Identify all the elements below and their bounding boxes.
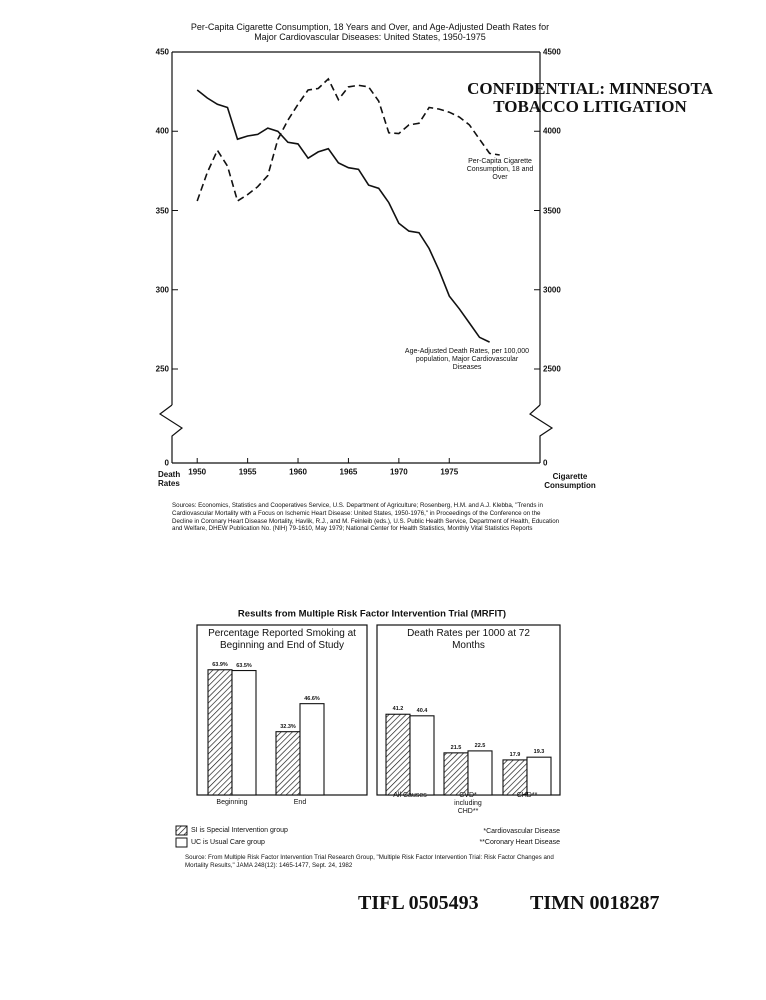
footnote: *Cardiovascular Disease <box>483 827 560 835</box>
x-tick-label: 1975 <box>440 467 459 477</box>
bar <box>526 756 552 796</box>
bar <box>231 669 257 796</box>
series-line <box>196 89 490 343</box>
y2-axis-label: Cigarette Consumption <box>544 472 596 491</box>
value-label: 32.3% <box>280 723 296 730</box>
y2-tick-label: 0 <box>543 458 548 468</box>
value-label: 17.9 <box>509 751 521 758</box>
chart-title: Results from Multiple Risk Factor Interv… <box>237 608 507 620</box>
value-label: 19.3 <box>533 749 545 756</box>
value-label: 22.5 <box>474 742 486 749</box>
y-tick-label: 0 <box>164 458 169 468</box>
source-note: Source: From Multiple Risk Factor Interv… <box>185 854 554 869</box>
value-label: 41.2 <box>392 706 404 713</box>
bar <box>409 715 435 796</box>
bar <box>443 752 469 796</box>
value-label: 46.6% <box>304 695 320 702</box>
x-tick-label: Beginning <box>216 799 248 806</box>
x-tick-label: End <box>293 799 307 806</box>
x-tick-label: 1965 <box>339 467 358 477</box>
sources-note: Sources: Economics, Statistics and Coope… <box>172 502 560 533</box>
y-tick-label: 350 <box>155 205 169 215</box>
legend-swatch <box>175 837 188 848</box>
value-label: 63.5% <box>236 662 252 669</box>
x-tick-label: 1960 <box>289 467 307 477</box>
value-label: 40.4 <box>416 707 428 714</box>
series-line <box>196 77 500 203</box>
bates-number: TIFL 0505493 <box>358 892 479 914</box>
axis-frame <box>158 51 554 464</box>
footnote: **Coronary Heart Disease <box>479 838 560 846</box>
y-tick-label: 450 <box>155 47 169 57</box>
bar <box>385 713 411 796</box>
x-tick-label: 1955 <box>238 467 257 477</box>
x-tick-label: CHD** <box>516 792 538 799</box>
y2-tick-label: 2500 <box>543 364 561 374</box>
bar <box>502 759 528 796</box>
x-tick-label: 1950 <box>188 467 207 477</box>
bar <box>467 750 493 796</box>
y-tick-label: 400 <box>155 126 169 136</box>
y2-tick-label: 4500 <box>543 47 561 57</box>
bar <box>207 669 233 796</box>
legend-label: UC is Usual Care group <box>191 838 265 846</box>
y-tick-label: 250 <box>155 364 169 374</box>
y2-tick-label: 3000 <box>543 285 561 295</box>
value-label: 63.9% <box>212 661 228 668</box>
legend-label: SI is Special Intervention group <box>191 826 288 834</box>
y-axis-label: Death Rates <box>158 470 181 489</box>
bates-number: TIMN 0018287 <box>530 892 660 914</box>
legend-swatch <box>175 825 188 836</box>
y2-tick-label: 3500 <box>543 205 561 215</box>
chart-title: Per-Capita Cigarette Consumption, 18 Yea… <box>190 22 550 43</box>
x-tick-label: All Causes <box>393 792 427 799</box>
y-tick-label: 300 <box>155 285 169 295</box>
x-tick-label: CVD* including CHD** <box>454 792 482 816</box>
bar <box>299 703 325 796</box>
line-annotation: Age-Adjusted Death Rates, per 100,000 po… <box>404 348 530 372</box>
panel-title: Death Rates per 1000 at 72 Months <box>407 628 530 651</box>
value-label: 21.5 <box>450 744 462 751</box>
confidential-stamp: CONFIDENTIAL: MINNESOTA TOBACCO LITIGATI… <box>467 79 713 116</box>
y2-tick-label: 4000 <box>543 126 561 136</box>
panel-title: Percentage Reported Smoking at Beginning… <box>208 628 356 651</box>
line-annotation: Per-Capita Cigarette Consumption, 18 and… <box>466 158 534 182</box>
bar <box>275 731 301 796</box>
x-tick-label: 1970 <box>389 467 408 477</box>
